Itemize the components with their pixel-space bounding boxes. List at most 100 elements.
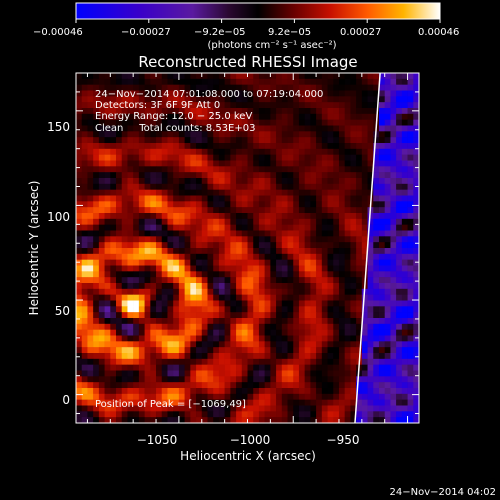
heatmap-cell — [116, 102, 123, 109]
heatmap-cell — [127, 78, 134, 85]
heatmap-cell — [384, 364, 391, 371]
heatmap-cell — [190, 335, 197, 342]
heatmap-cell — [93, 323, 100, 330]
heatmap-cell — [293, 108, 300, 115]
heatmap-cell — [207, 393, 214, 400]
heatmap-cell — [138, 253, 145, 260]
heatmap-cell — [344, 323, 351, 330]
heatmap-cell — [338, 253, 345, 260]
heatmap-cell — [287, 388, 294, 395]
heatmap-cell — [104, 73, 111, 80]
heatmap-cell — [281, 236, 288, 243]
heatmap-cell — [173, 312, 180, 319]
heatmap-cell — [333, 364, 340, 371]
heatmap-cell — [338, 306, 345, 313]
heatmap-cell — [98, 108, 105, 115]
heatmap-cell — [287, 405, 294, 412]
heatmap-cell — [413, 417, 419, 423]
heatmap-cell — [161, 259, 168, 266]
heatmap-cell — [201, 213, 208, 220]
heatmap-cell — [173, 265, 180, 272]
heatmap-cell — [344, 312, 351, 319]
heatmap-cell — [350, 154, 357, 161]
heatmap-cell — [190, 358, 197, 365]
heatmap-cell — [196, 248, 203, 255]
heatmap-cell — [253, 207, 260, 214]
heatmap-cell — [361, 224, 368, 231]
heatmap-cell — [110, 271, 117, 278]
heatmap-cell — [196, 213, 203, 220]
heatmap-cell — [361, 218, 368, 225]
heatmap-cell — [138, 201, 145, 208]
heatmap-cell — [173, 201, 180, 208]
heatmap-cell — [327, 411, 334, 418]
heatmap-cell — [264, 242, 271, 249]
heatmap-cell — [98, 207, 105, 214]
heatmap-cell — [264, 195, 271, 202]
heatmap-cell — [258, 382, 265, 389]
heatmap-cell — [81, 370, 88, 377]
heatmap-cell — [407, 329, 414, 336]
heatmap-cell — [161, 417, 168, 423]
heatmap-cell — [401, 393, 408, 400]
heatmap-cell — [287, 253, 294, 260]
heatmap-cell — [253, 131, 260, 138]
heatmap-cell — [98, 218, 105, 225]
heatmap-cell — [247, 119, 254, 126]
heatmap-cell — [104, 183, 111, 190]
heatmap-cell — [310, 248, 317, 255]
heatmap-cell — [213, 96, 220, 103]
heatmap-cell — [258, 207, 265, 214]
heatmap-cell — [413, 411, 419, 418]
heatmap-cell — [156, 248, 163, 255]
heatmap-cell — [138, 306, 145, 313]
heatmap-cell — [207, 201, 214, 208]
heatmap-cell — [224, 341, 231, 348]
heatmap-cell — [333, 201, 340, 208]
heatmap-cell — [127, 160, 134, 167]
heatmap-cell — [81, 154, 88, 161]
heatmap-cell — [344, 253, 351, 260]
heatmap-cell — [310, 236, 317, 243]
heatmap-cell — [258, 353, 265, 360]
heatmap-cell — [98, 125, 105, 132]
heatmap-cell — [396, 353, 403, 360]
heatmap-cell — [413, 388, 419, 395]
heatmap-cell — [178, 288, 185, 295]
heatmap-cell — [356, 341, 363, 348]
heatmap-cell — [144, 236, 151, 243]
heatmap-cell — [327, 207, 334, 214]
heatmap-cell — [184, 399, 191, 406]
heatmap-cell — [167, 73, 174, 80]
heatmap-cell — [116, 108, 123, 115]
heatmap-cell — [270, 113, 277, 120]
heatmap-cell — [87, 364, 94, 371]
heatmap-cell — [361, 143, 368, 150]
heatmap-cell — [298, 393, 305, 400]
heatmap-cell — [316, 300, 323, 307]
heatmap-cell — [298, 108, 305, 115]
heatmap-cell — [390, 148, 397, 155]
heatmap-cell — [378, 411, 385, 418]
heatmap-cell — [138, 288, 145, 295]
heatmap-cell — [298, 399, 305, 406]
heatmap-cell — [264, 312, 271, 319]
heatmap-cell — [356, 376, 363, 383]
heatmap-cell — [253, 399, 260, 406]
heatmap-cell — [98, 288, 105, 295]
heatmap-cell — [293, 154, 300, 161]
heatmap-cell — [241, 195, 248, 202]
heatmap-cell — [196, 417, 203, 423]
heatmap-cell — [310, 131, 317, 138]
heatmap-cell — [293, 364, 300, 371]
heatmap-cell — [407, 119, 414, 126]
heatmap-cell — [338, 364, 345, 371]
heatmap-cell — [150, 172, 157, 179]
heatmap-cell — [281, 213, 288, 220]
heatmap-cell — [407, 306, 414, 313]
colorbar-tick-label: −0.00046 — [33, 27, 83, 38]
heatmap-cell — [150, 376, 157, 383]
heatmap-cell — [224, 137, 231, 144]
heatmap-cell — [144, 329, 151, 336]
heatmap-cell — [407, 84, 414, 91]
